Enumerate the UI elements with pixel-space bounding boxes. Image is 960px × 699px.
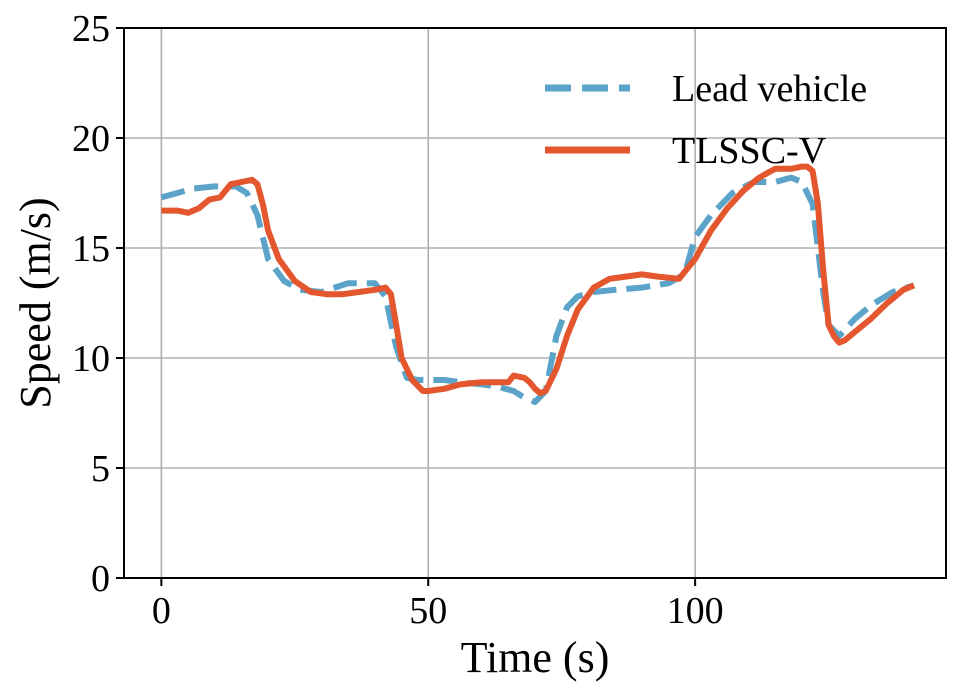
axes: 0 50 100 0 5 10 15 20 25 [72, 8, 724, 632]
x-tick-label: 50 [409, 590, 447, 632]
series-line-tlssc-v [161, 163, 916, 397]
legend-label-lead-vehicle: Lead vehicle [672, 68, 867, 110]
y-tick-label: 10 [72, 338, 110, 380]
legend-label-tlssc-v: TLSSC-V [672, 130, 827, 172]
x-axis-label: Time (s) [461, 633, 610, 682]
y-tick-label: 15 [72, 228, 110, 270]
plot-area [160, 163, 916, 405]
x-tick-label: 100 [667, 590, 724, 632]
y-tick-label: 5 [91, 448, 110, 490]
series-line-lead-vehicle [160, 174, 915, 405]
y-tick-label: 0 [91, 558, 110, 600]
y-axis-label: Speed (m/s) [11, 197, 60, 408]
plot-frame [123, 27, 947, 579]
legend: Lead vehicle TLSSC-V [545, 68, 867, 172]
x-tick-label: 0 [152, 590, 171, 632]
y-tick-label: 20 [72, 118, 110, 160]
y-tick-label: 25 [72, 8, 110, 50]
